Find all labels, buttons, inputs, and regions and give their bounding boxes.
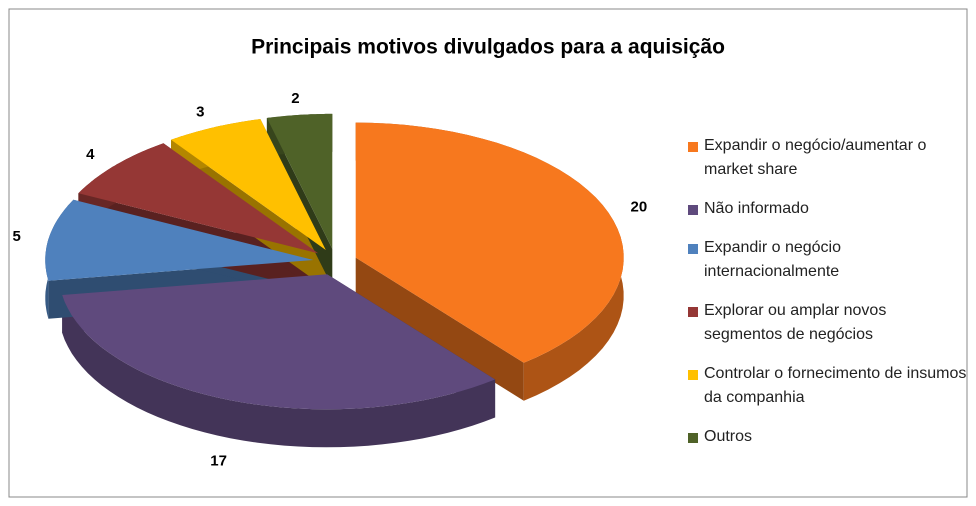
legend-label: Expandir o negócio internacionalmente (704, 239, 841, 280)
slice (266, 113, 333, 249)
legend-item: Explorar ou amplar novos segmentos de ne… (688, 299, 968, 347)
legend-swatch (688, 433, 698, 443)
legend-swatch (688, 307, 698, 317)
legend-item: Não informado (688, 197, 968, 221)
legend-label: Explorar ou amplar novos segmentos de ne… (704, 302, 887, 343)
data-label: 20 (631, 198, 648, 215)
legend-label: Controlar o fornecimento de insumos da c… (704, 365, 967, 406)
legend-swatch (688, 142, 698, 152)
legend-item: Expandir o negócio internacionalmente (688, 236, 968, 284)
chart-title: Principais motivos divulgados para a aqu… (251, 36, 725, 59)
slice (78, 143, 319, 254)
data-label: 4 (86, 146, 95, 163)
legend-swatch (688, 205, 698, 215)
legend-item: Expandir o negócio/aumentar o market sha… (688, 134, 968, 182)
legend-swatch (688, 244, 698, 254)
slice (45, 199, 314, 281)
slice (355, 122, 624, 363)
legend-label: Não informado (704, 200, 809, 217)
data-label: 2 (291, 90, 299, 107)
slice (171, 119, 326, 250)
slice-radial-side (355, 257, 524, 401)
slice-side (62, 295, 496, 448)
legend: Expandir o negócio/aumentar o market sha… (688, 134, 968, 464)
data-label: 17 (210, 452, 227, 469)
legend-swatch (688, 370, 698, 380)
legend-label: Outros (704, 428, 753, 445)
legend-item: Outros (688, 425, 968, 449)
data-label: 5 (12, 228, 20, 245)
legend-item: Controlar o fornecimento de insumos da c… (688, 362, 968, 410)
data-label: 3 (196, 104, 204, 121)
slice (62, 274, 496, 410)
legend-label: Expandir o negócio/aumentar o market sha… (704, 137, 927, 178)
